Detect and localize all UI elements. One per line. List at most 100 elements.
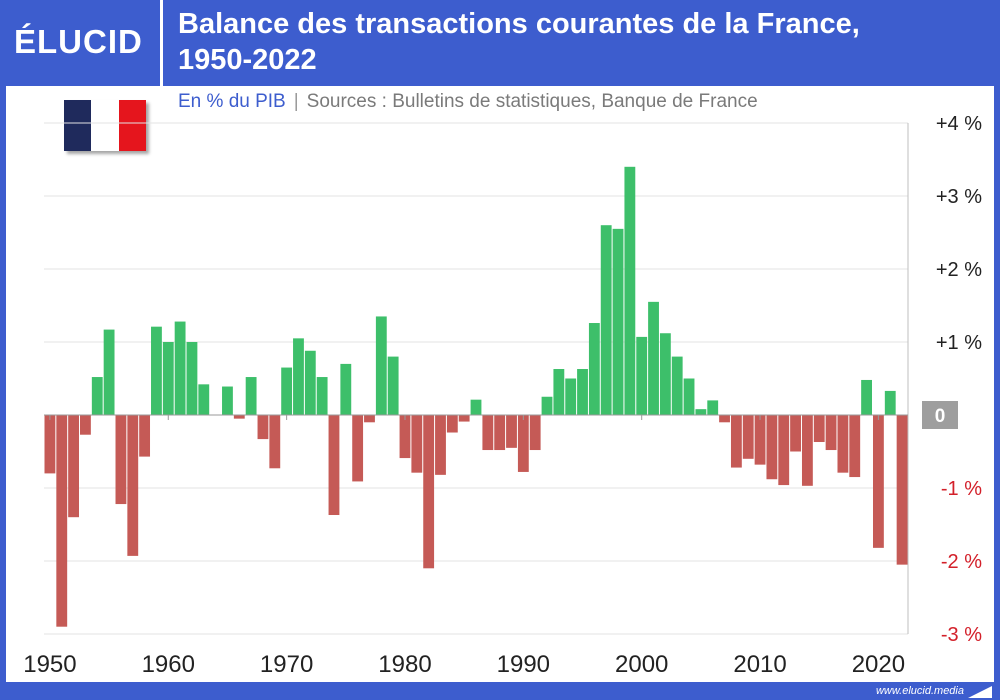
bar-positive [671, 356, 683, 415]
bar-negative [411, 415, 423, 473]
bar-negative [766, 415, 778, 480]
bar-negative [719, 415, 730, 423]
y-tick-label: -2 % [941, 551, 982, 573]
bar-positive [565, 378, 577, 415]
chart-subtitle: En % du PIB | Sources : Bulletins de stati… [178, 90, 948, 114]
bar-negative [517, 415, 529, 472]
bar-positive [588, 323, 600, 415]
bar-positive [245, 377, 257, 415]
bar-positive [375, 316, 387, 415]
bar-negative [68, 415, 80, 518]
bars [44, 166, 908, 627]
bar-positive [340, 363, 352, 415]
bar-positive [624, 166, 636, 415]
bar-positive [884, 390, 896, 415]
y-tick-label: -3 % [941, 624, 982, 646]
bar-positive [293, 338, 304, 415]
header-divider [160, 0, 163, 86]
bar-negative [127, 415, 139, 556]
bar-positive [683, 378, 695, 415]
brand-logo[interactable]: ÉLUCID [14, 23, 143, 60]
grid-lines [44, 122, 908, 635]
bar-positive [186, 342, 198, 415]
bar-negative [529, 415, 541, 451]
bar-negative [352, 415, 364, 482]
bar-positive [151, 326, 162, 415]
chart-title-line-2: 1950-2022 [178, 44, 317, 76]
chart-title-line-1: Balance des transactions courantes de la… [178, 8, 860, 40]
x-tick-label: 1970 [260, 651, 313, 678]
x-tick-label: 1960 [142, 651, 195, 678]
footer-url[interactable]: www.elucid.media [875, 685, 964, 697]
bar-negative [494, 415, 506, 451]
flag-white-stripe [91, 100, 119, 151]
bar-negative [801, 415, 813, 486]
bar-positive [707, 400, 719, 415]
bar-positive [174, 321, 186, 415]
bar-negative [813, 415, 825, 443]
x-tick-label: 2020 [852, 651, 905, 678]
x-tick-label: 2010 [733, 651, 786, 678]
y-tick-label: +1 % [936, 332, 982, 354]
bar-negative [80, 415, 91, 435]
bar-positive [636, 336, 648, 415]
bar-negative [44, 415, 56, 474]
bar-positive [577, 369, 588, 415]
bar-positive [387, 356, 399, 415]
bar-negative [849, 415, 861, 478]
bar-positive [162, 342, 174, 415]
chart-title: Balance des transactions courantes de la… [178, 6, 978, 78]
bar-positive [304, 350, 316, 415]
bar-negative [837, 415, 849, 473]
bar-negative [328, 415, 340, 516]
french-flag-icon [64, 100, 146, 151]
x-tick-label: 2000 [615, 651, 668, 678]
bar-negative [730, 415, 742, 468]
bar-negative [364, 415, 375, 423]
bar-negative [56, 415, 68, 627]
bar-negative [778, 415, 790, 486]
bar-negative [233, 415, 245, 419]
subtitle-separator: | [293, 91, 299, 112]
y-tick-label: +2 % [936, 259, 982, 281]
bar-positive [316, 377, 328, 415]
bar-positive [553, 369, 565, 415]
bar-negative [482, 415, 494, 451]
subtitle-unit: En % du PIB [178, 91, 286, 112]
bar-negative [399, 415, 411, 459]
bar-negative [435, 415, 446, 475]
bar-negative [872, 415, 884, 548]
bar-negative [790, 415, 801, 452]
y-tick-label: +4 % [936, 113, 982, 135]
bar-positive [91, 377, 103, 415]
flag-red-stripe [118, 100, 146, 151]
bar-negative [257, 415, 269, 440]
bar-positive [695, 409, 707, 415]
zero-label-badge [922, 401, 958, 429]
bar-negative [115, 415, 127, 505]
subtitle-source: Sources : Bulletins de statistiques, Ban… [306, 91, 758, 112]
bar-positive [648, 301, 659, 415]
bar-negative [423, 415, 435, 569]
brand-mark-icon [968, 686, 992, 698]
bar-positive [103, 329, 115, 415]
bar-negative [506, 415, 517, 448]
bar-positive [470, 399, 482, 415]
bar-negative [139, 415, 151, 457]
y-tick-label: +3 % [936, 186, 982, 208]
bar-positive [659, 333, 671, 415]
bar-positive [541, 396, 553, 415]
bar-positive [861, 379, 872, 415]
bar-negative [446, 415, 458, 433]
bar-positive [612, 228, 624, 415]
bar-positive [198, 384, 210, 415]
y-tick-label: -1 % [941, 478, 982, 500]
flag-blue-stripe [64, 100, 92, 151]
x-tick-label: 1980 [378, 651, 431, 678]
bar-negative [269, 415, 281, 469]
tick-labels: +4 % +3 % +2 % +1 % 0 -1 % -2 % -3 % 1950 1960 197… [23, 113, 982, 678]
bar-positive [281, 367, 293, 415]
bar-negative [742, 415, 754, 459]
bar-negative [896, 415, 908, 565]
